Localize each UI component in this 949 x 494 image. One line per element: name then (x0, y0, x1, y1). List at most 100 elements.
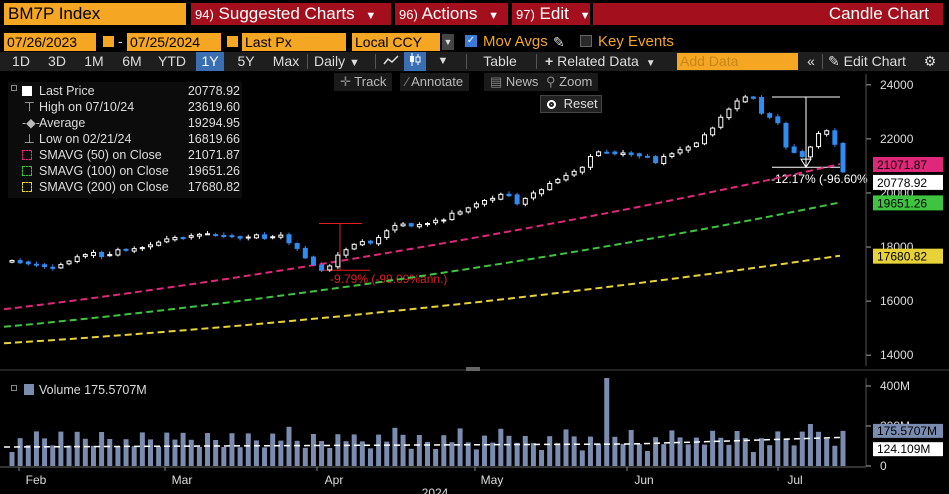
volume-bar (824, 438, 830, 466)
period-button-ytd[interactable]: YTD (158, 53, 186, 69)
volume-bar (425, 442, 430, 466)
zoom-button[interactable]: ⚲ Zoom (540, 73, 599, 91)
candle-down (237, 236, 243, 239)
pencil-icon[interactable]: ✎ (553, 34, 565, 50)
candle-up (555, 178, 561, 184)
legend-row-sma200[interactable]: SMAVG (200) on Close 17680.82 (12, 180, 240, 194)
period-button-5y[interactable]: 5Y (237, 53, 255, 69)
candle-up (327, 265, 333, 271)
news-icon: ▤ (490, 74, 503, 89)
candle-down (99, 251, 105, 257)
dashed-box-icon (22, 150, 32, 160)
news-button[interactable]: ▤ News (484, 73, 545, 91)
candle-up (669, 153, 675, 157)
volume-bar (237, 447, 243, 466)
sma100-line (3, 201, 841, 328)
legend-row-sma50[interactable]: SMAVG (50) on Close 21071.87 (12, 148, 240, 162)
mov-avgs-checkbox[interactable]: ✓ (465, 35, 477, 47)
candle-down (25, 261, 31, 265)
high-marker-icon: ⊤ (24, 100, 35, 114)
candle-down (319, 264, 325, 271)
volume-bar (9, 452, 15, 466)
track-button[interactable]: ✛ Track (334, 73, 393, 91)
candle-up (482, 200, 488, 205)
candle-down (636, 153, 642, 157)
period-button-1y[interactable]: 1Y (196, 52, 224, 71)
candle-down (262, 234, 268, 239)
volume-bar (767, 445, 773, 466)
collapse-box-icon[interactable] (11, 85, 17, 91)
period-button-1d[interactable]: 1D (12, 53, 30, 69)
price-field-select[interactable]: Last Px (242, 33, 346, 51)
calendar-icon[interactable] (103, 36, 114, 47)
candle-up (66, 260, 72, 265)
x-tick-label: Jun (634, 473, 653, 487)
frequency-select[interactable]: Daily ▼ (310, 52, 372, 71)
gear-icon[interactable]: ⚙ (923, 53, 937, 69)
legend-row-average[interactable]: -◆- Average 19294.95 (12, 116, 240, 130)
candle-up (596, 151, 602, 157)
candle-down (506, 193, 512, 197)
edit-menu[interactable]: 97) Edit ▼ (512, 3, 590, 25)
start-date-field[interactable]: 07/26/2023 (4, 33, 96, 51)
reset-button[interactable]: Reset (540, 95, 602, 113)
table-button[interactable]: Table (483, 53, 517, 69)
period-button-3d[interactable]: 3D (48, 53, 66, 69)
x-axis-year-label: 2024 (422, 486, 449, 494)
candle-up (449, 212, 455, 221)
annotate-button[interactable]: ∕ Annotate (400, 73, 470, 91)
volume-bar (123, 439, 129, 466)
currency-select[interactable]: Local CCY (352, 33, 440, 51)
average-marker-icon: -◆- (22, 116, 40, 130)
legend-row-high[interactable]: ⊤ High on 07/10/24 23619.60 (12, 100, 240, 114)
legend-row-last-price[interactable]: Last Price 20778.92 (12, 84, 240, 98)
reset-label: Reset (563, 96, 598, 111)
candle-up (816, 132, 822, 148)
legend-row-sma100[interactable]: SMAVG (100) on Close 19651.26 (12, 164, 240, 178)
volume-bar (742, 438, 748, 466)
period-button-1m[interactable]: 1M (84, 53, 104, 69)
period-button-max[interactable]: Max (272, 53, 300, 69)
candle-up (82, 254, 88, 257)
volume-bar (25, 445, 31, 466)
collapse-left-icon[interactable]: « (807, 53, 815, 69)
add-data-input[interactable]: Add Data (677, 53, 798, 70)
legend-row-low[interactable]: ⊥ Low on 02/21/24 16819.66 (12, 132, 240, 146)
volume-legend[interactable]: Volume 175.5707M (8, 381, 158, 399)
legend-name: High on 07/10/24 (39, 100, 135, 114)
candle-up (400, 223, 406, 227)
candle-chart-icon[interactable] (404, 52, 426, 71)
volume-bar (245, 433, 251, 466)
end-date-field[interactable]: 07/25/2024 (127, 33, 221, 51)
sma50-line (3, 163, 841, 311)
divider (466, 54, 467, 69)
volume-bar (685, 444, 691, 466)
collapse-box-icon[interactable] (11, 385, 17, 391)
actions-menu[interactable]: 96) Actions ▼ (395, 3, 508, 25)
plus-icon: + (545, 53, 554, 69)
calendar-icon[interactable] (227, 36, 238, 47)
candle-up (172, 237, 178, 241)
key-events-checkbox[interactable] (580, 35, 592, 47)
ticker-field[interactable]: BM7P Index (4, 3, 186, 25)
volume-bar (335, 434, 341, 466)
related-data-button[interactable]: + Related Data ▼ (540, 52, 666, 71)
candle-up (416, 224, 422, 228)
volume-bar (490, 442, 496, 466)
legend-name: Last Price (39, 84, 95, 98)
edit-chart-button[interactable]: ✎ Edit Chart (826, 52, 916, 71)
volume-bar (367, 448, 373, 466)
date-separator: - (118, 33, 123, 49)
suggested-charts-menu[interactable]: 94) Suggested Charts ▼ (191, 3, 391, 25)
period-button-6m[interactable]: 6M (122, 53, 142, 69)
chart-style-caret-icon[interactable]: ▼ (437, 55, 449, 67)
volume-bar (783, 438, 789, 466)
volume-bar (107, 439, 113, 466)
chevron-down-icon[interactable]: ▼ (442, 34, 454, 50)
volume-bar (139, 432, 145, 466)
line-chart-icon[interactable] (380, 52, 402, 71)
candle-up (90, 251, 96, 256)
candle-up (351, 243, 357, 250)
caret-down-icon: ▼ (579, 10, 591, 22)
